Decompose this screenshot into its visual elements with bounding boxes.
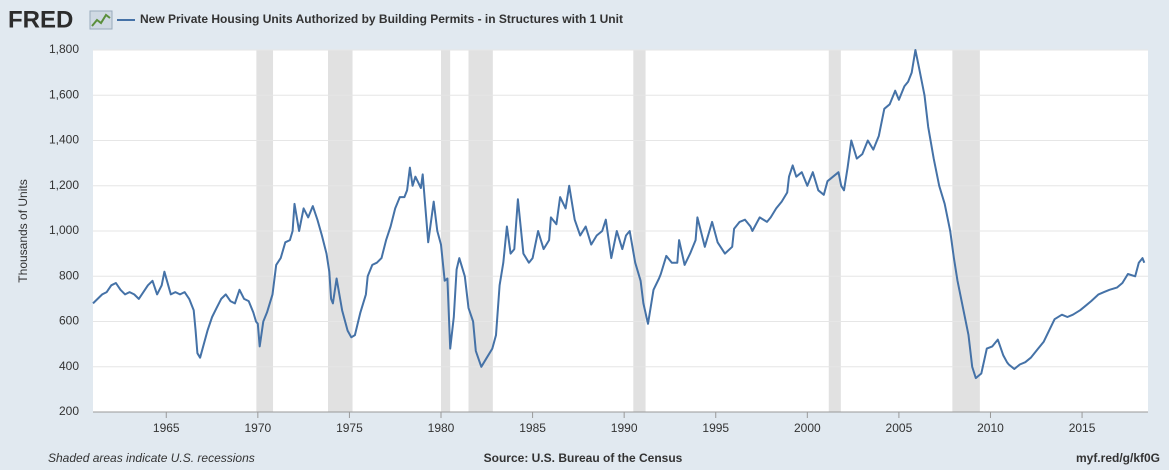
- y-tick-label: 200: [59, 404, 79, 418]
- y-tick-label: 1,800: [49, 42, 79, 56]
- x-tick-label: 1985: [519, 421, 546, 435]
- x-tick-label: 2015: [1069, 421, 1096, 435]
- y-tick-label: 1,400: [49, 133, 79, 147]
- footer-link: myf.red/g/kf0G: [1076, 451, 1160, 465]
- logo-icon: [89, 10, 113, 30]
- plot-layer: [92, 49, 1148, 413]
- x-tick-label: 1995: [702, 421, 729, 435]
- x-tick-label: 2000: [794, 421, 821, 435]
- x-tick-label: 1980: [428, 421, 455, 435]
- x-tick-label: 1975: [336, 421, 363, 435]
- y-tick-label: 800: [59, 268, 79, 282]
- x-tick-label: 1990: [611, 421, 638, 435]
- y-axis-label: Thousands of Units: [16, 179, 30, 282]
- x-tick-label: 1970: [244, 421, 271, 435]
- x-tick-label: 2010: [977, 421, 1004, 435]
- legend-label: New Private Housing Units Authorized by …: [140, 12, 623, 26]
- data-line: [92, 49, 1146, 380]
- footer-note: Shaded areas indicate U.S. recessions: [48, 451, 255, 465]
- footer-source: Source: U.S. Bureau of the Census: [484, 451, 683, 465]
- x-tick-label: 1965: [153, 421, 180, 435]
- y-tick-label: 600: [59, 314, 79, 328]
- y-tick-label: 400: [59, 359, 79, 373]
- logo: FRED: [8, 6, 73, 33]
- y-tick-label: 1,000: [49, 223, 79, 237]
- x-tick-label: 2005: [886, 421, 913, 435]
- y-tick-label: 1,200: [49, 178, 79, 192]
- y-tick-label: 1,600: [49, 87, 79, 101]
